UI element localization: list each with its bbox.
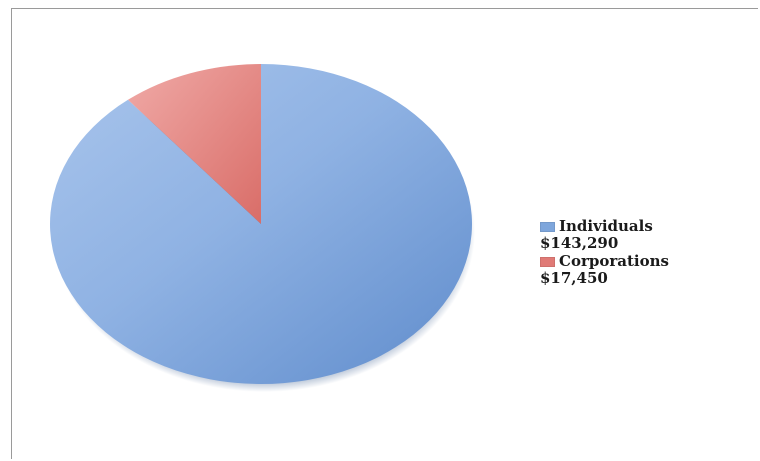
legend-value-individuals: $143,290 <box>540 234 619 252</box>
legend-label-corporations: Corporations <box>559 252 669 270</box>
legend-item-corporations: Corporations $17,450 <box>540 253 669 287</box>
legend: Individuals $143,290 Corporations $17,45… <box>540 218 669 288</box>
legend-swatch-corporations <box>540 256 555 267</box>
legend-value-corporations: $17,450 <box>540 269 608 287</box>
legend-item-individuals: Individuals $143,290 <box>540 218 669 252</box>
legend-swatch-individuals <box>540 221 555 232</box>
pie-slice-individuals <box>50 64 473 385</box>
legend-label-individuals: Individuals <box>559 217 653 235</box>
pie-slice-corporations <box>127 64 261 224</box>
